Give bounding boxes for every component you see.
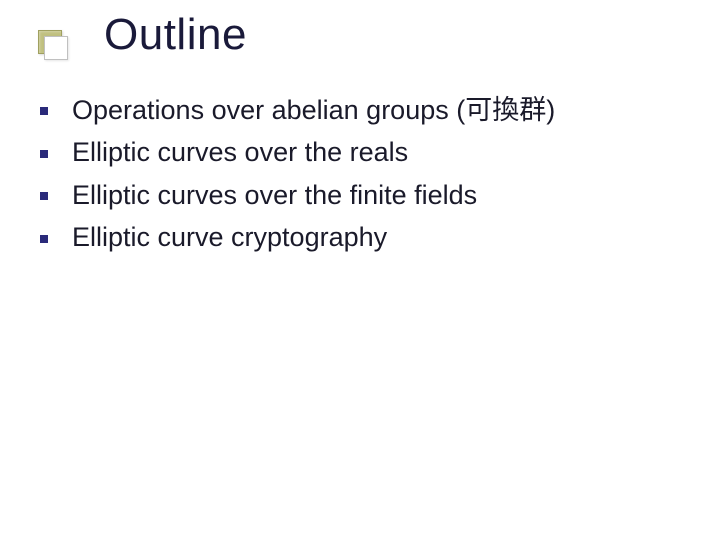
list-item: Operations over abelian groups (可換群): [40, 92, 680, 128]
list-item: Elliptic curves over the reals: [40, 134, 680, 170]
bullet-square-icon: [40, 192, 48, 200]
bullet-text: Elliptic curves over the reals: [72, 134, 408, 170]
title-decoration-front-square: [44, 36, 68, 60]
slide-title: Outline: [104, 10, 247, 60]
list-item: Elliptic curves over the finite fields: [40, 177, 680, 213]
slide: Outline Operations over abelian groups (…: [0, 0, 720, 540]
bullet-text: Operations over abelian groups (可換群): [72, 92, 555, 128]
bullet-square-icon: [40, 107, 48, 115]
bullet-text: Elliptic curves over the finite fields: [72, 177, 477, 213]
list-item: Elliptic curve cryptography: [40, 219, 680, 255]
bullet-square-icon: [40, 235, 48, 243]
bullet-square-icon: [40, 150, 48, 158]
slide-body: Operations over abelian groups (可換群) Ell…: [40, 92, 680, 262]
bullet-text: Elliptic curve cryptography: [72, 219, 387, 255]
